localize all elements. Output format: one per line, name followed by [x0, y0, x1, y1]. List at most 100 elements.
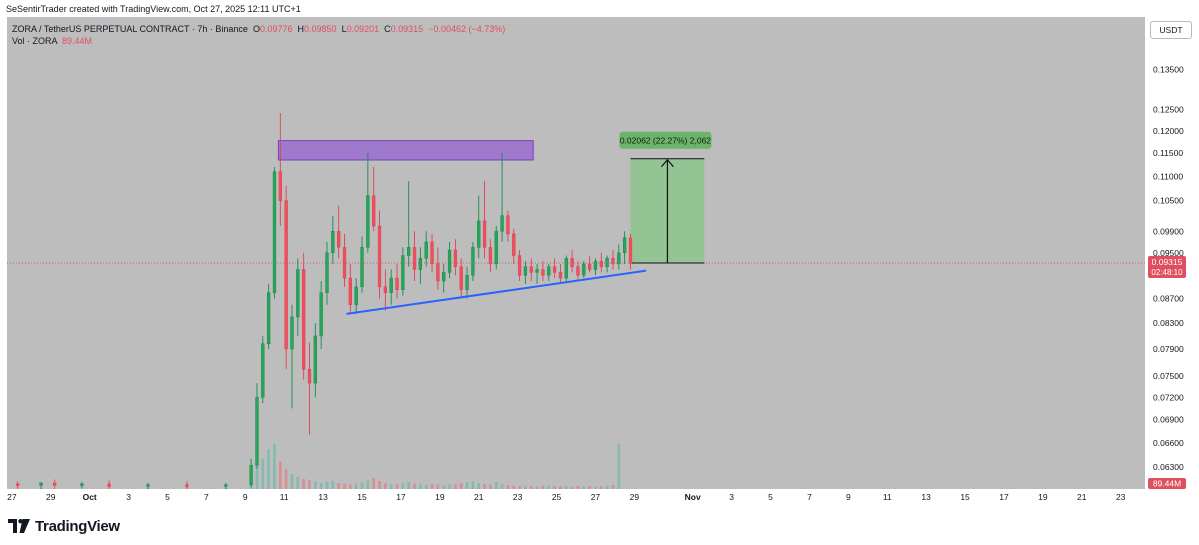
open-label: O — [252, 24, 260, 34]
chart-plot-area[interactable] — [7, 17, 1146, 489]
time-tick-label: Nov — [685, 492, 701, 502]
volume-bar — [506, 485, 510, 489]
volume-bar — [308, 480, 311, 489]
volume-bar — [261, 459, 265, 489]
volume-bar — [325, 482, 329, 489]
candle-body — [547, 266, 551, 276]
price-tick-label: 0.09900 — [1153, 226, 1184, 236]
price-tick-label: 0.13500 — [1153, 65, 1184, 75]
candle-body — [418, 258, 423, 270]
time-tick-label: 19 — [1038, 492, 1048, 502]
candle-body — [494, 231, 498, 265]
price-tick-label: 0.09500 — [1153, 248, 1184, 258]
candle-body — [605, 258, 609, 267]
candle-body — [599, 260, 603, 267]
candle-body — [541, 269, 545, 276]
candle-body — [290, 316, 294, 350]
measure-label-text: 0.02062 (22.27%) 2,062 — [620, 135, 711, 145]
volume-bar — [436, 484, 440, 489]
candle-body — [249, 465, 253, 485]
volume-bar — [500, 484, 504, 489]
candle-body — [523, 266, 528, 276]
time-tick-label: 3 — [126, 492, 131, 502]
volume-bar — [407, 482, 411, 489]
candle-body — [307, 368, 312, 384]
close-value: 0.09315 — [390, 24, 424, 34]
candle-body — [558, 272, 563, 279]
volume-bar — [483, 484, 486, 489]
candle-body — [278, 171, 282, 201]
brand-name: TradingView — [35, 517, 120, 535]
candle-body — [412, 247, 417, 270]
volume-bar — [337, 483, 340, 489]
candle-body — [342, 247, 347, 279]
volume-bar — [284, 469, 288, 489]
volume-badge-text: 89.44M — [1153, 479, 1181, 489]
candle-body — [482, 220, 487, 248]
volume-bar — [372, 478, 375, 489]
candle-body — [570, 258, 574, 267]
volume-bar — [389, 484, 393, 489]
price-tick-label: 0.06300 — [1153, 462, 1184, 472]
candle-body — [224, 484, 228, 487]
volume-bar — [465, 482, 469, 489]
volume-bar — [419, 484, 422, 489]
current-price-badge — [1148, 256, 1186, 279]
volume-bar — [430, 484, 434, 489]
candle-body — [500, 215, 504, 232]
candle-body — [436, 263, 440, 282]
volume-bar — [53, 487, 56, 489]
volume-bar — [553, 486, 556, 489]
symbol-title[interactable]: ZORA / TetherUS PERPETUAL CONTRACT · 7h … — [12, 24, 248, 34]
volume-bar — [366, 480, 370, 489]
time-axis[interactable] — [7, 489, 1145, 509]
candle-body — [552, 266, 557, 273]
candle-body — [471, 247, 475, 276]
candle-body — [617, 252, 621, 265]
measure-label[interactable]: 0.02062 (22.27%) 2,062 — [619, 131, 712, 149]
time-tick-label: 27 — [7, 492, 17, 502]
high-value: 0.09850 — [304, 24, 337, 34]
volume-label[interactable]: Vol · ZORA — [12, 36, 58, 46]
time-tick-label: 21 — [474, 492, 484, 502]
volume-bar — [343, 484, 346, 489]
volume-bar — [512, 485, 516, 489]
volume-bar — [314, 481, 317, 489]
currency-button[interactable]: USDT — [1150, 21, 1192, 39]
low-label: L — [341, 24, 347, 34]
volume-bar — [582, 486, 586, 489]
target-arrow-head — [660, 158, 674, 168]
time-tick-label: 17 — [396, 492, 406, 502]
price-axis[interactable] — [1145, 17, 1199, 489]
volume-bar — [273, 444, 276, 489]
support-trendline — [346, 269, 647, 315]
supply-zone-box — [277, 140, 534, 161]
candle-body — [488, 247, 493, 265]
tradingview-branding[interactable]: TradingView — [8, 516, 120, 536]
candle-body — [512, 233, 516, 256]
volume-bar — [594, 486, 597, 489]
volume-bar — [489, 484, 492, 489]
candle-body — [611, 258, 615, 265]
candle-body — [296, 269, 300, 318]
high-label: H — [297, 24, 305, 34]
time-tick-label: 13 — [921, 492, 931, 502]
volume-bar — [255, 466, 259, 489]
candle-body — [628, 237, 633, 264]
volume-bar — [331, 481, 335, 489]
candle-body — [407, 247, 411, 256]
candle-body — [506, 215, 510, 235]
time-ticks: 27 29 Oct 3 5 7 9 11 13 15 17 19 21 23 25 27 29 Nov 3 5 7 9 11… — [7, 492, 1126, 502]
time-tick-label: 27 — [591, 492, 601, 502]
candle-body — [325, 252, 329, 293]
price-tick-label: 0.08700 — [1153, 294, 1184, 304]
supply-zone-layer — [7, 140, 1145, 264]
candle-body — [430, 241, 434, 265]
volume-bar — [302, 479, 305, 489]
volume-bar — [279, 461, 282, 489]
time-tick-label: 23 — [1116, 492, 1126, 502]
time-tick-label: 29 — [46, 492, 56, 502]
candles — [16, 113, 633, 489]
volume-bar — [16, 487, 19, 489]
